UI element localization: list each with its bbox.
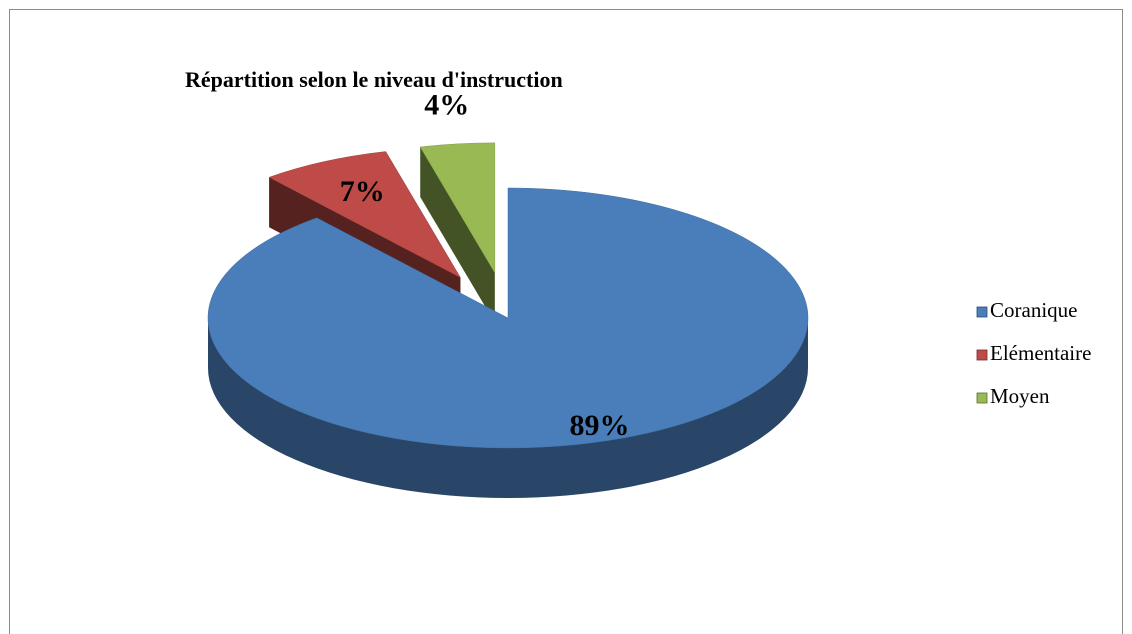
legend-swatch <box>976 306 988 318</box>
slice <box>207 187 809 449</box>
data-label: 89% <box>569 409 629 442</box>
legend-swatch <box>976 392 988 404</box>
chart-title: Répartition selon le niveau d'instructio… <box>185 67 563 92</box>
data-label: 7% <box>340 175 385 208</box>
slice <box>268 151 461 279</box>
legend: Coranique Elémentaire Moyen <box>976 298 1091 408</box>
data-label: 4% <box>424 89 469 122</box>
legend-swatch <box>976 349 988 361</box>
slice <box>419 142 496 274</box>
legend-label: Coranique <box>990 298 1077 322</box>
legend-label: Moyen <box>990 384 1050 408</box>
pie: 89% 7% 4% <box>207 89 809 498</box>
legend-label: Elémentaire <box>990 341 1091 365</box>
slice-cut-face <box>420 146 495 323</box>
slice-side <box>208 318 808 498</box>
